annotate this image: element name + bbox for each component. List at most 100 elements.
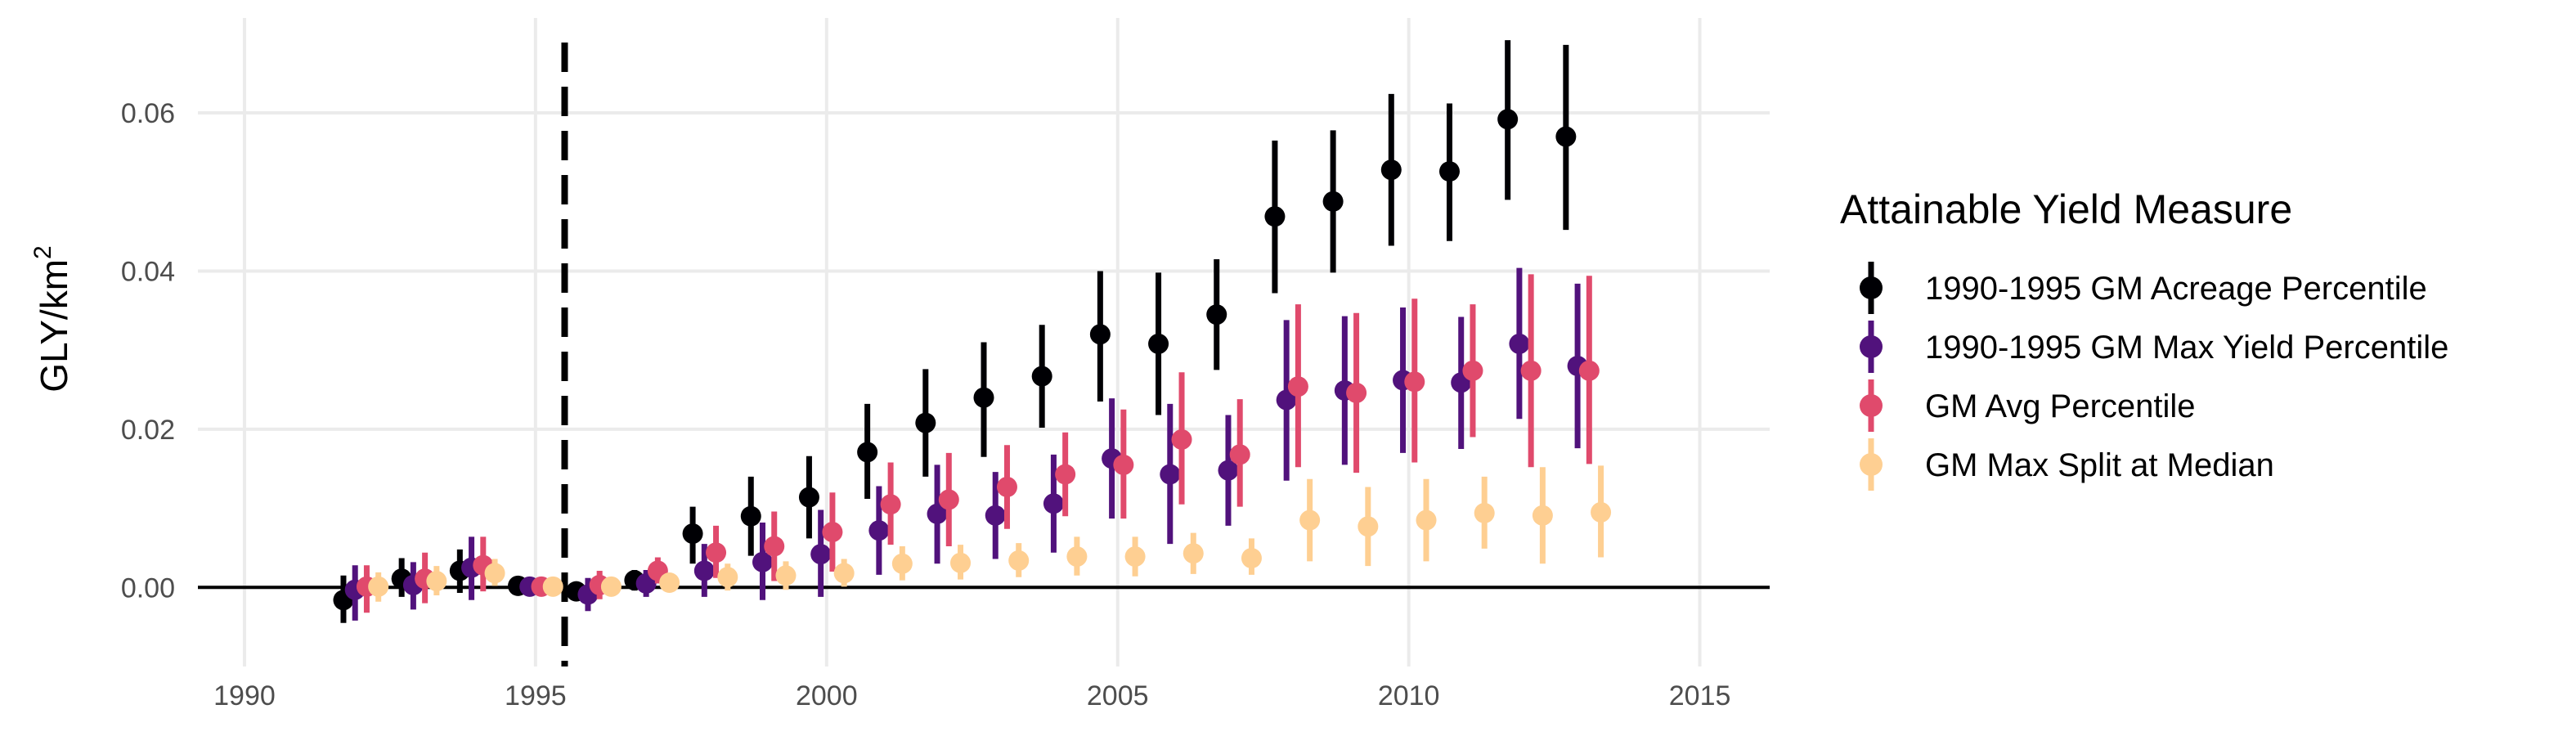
point-1998 bbox=[693, 560, 715, 581]
legend-key-dot bbox=[1860, 276, 1883, 299]
point-2013 bbox=[1591, 501, 1612, 523]
point-2008 bbox=[1299, 509, 1321, 531]
point-2012 bbox=[1532, 505, 1553, 526]
x-tick-label-1990: 1990 bbox=[213, 680, 276, 711]
point-1999 bbox=[752, 551, 773, 572]
legend-title: Attainable Yield Measure bbox=[1840, 186, 2292, 232]
point-2005 bbox=[1089, 324, 1111, 345]
point-2007 bbox=[1241, 548, 1262, 569]
point-2012 bbox=[1520, 360, 1542, 381]
point-2012 bbox=[1509, 333, 1530, 354]
point-2004 bbox=[1055, 464, 1076, 485]
series-4 bbox=[368, 465, 1612, 602]
point-1995 bbox=[542, 576, 563, 597]
point-1998 bbox=[706, 542, 727, 563]
point-2000 bbox=[822, 522, 843, 543]
point-2001 bbox=[891, 553, 913, 574]
point-2004 bbox=[1031, 366, 1052, 387]
x-axis-tick-labels: 1990 1995 2000 2005 2010 2015 bbox=[213, 680, 1730, 711]
x-tick-label-2010: 2010 bbox=[1378, 680, 1440, 711]
point-2007 bbox=[1229, 444, 1250, 465]
y-axis-title-superscript: 2 bbox=[29, 245, 56, 259]
x-tick-label-2005: 2005 bbox=[1087, 680, 1149, 711]
point-2009 bbox=[1322, 191, 1344, 212]
legend-label: 1990-1995 GM Max Yield Percentile bbox=[1925, 330, 2448, 366]
y-tick-label-0.04: 0.04 bbox=[121, 256, 175, 287]
y-axis-tick-labels: 0.00 0.02 0.04 0.06 bbox=[121, 98, 175, 604]
legend-item-4: GM Max Split at Median bbox=[1860, 438, 2274, 491]
point-2004 bbox=[1066, 546, 1088, 568]
point-2000 bbox=[798, 487, 819, 508]
point-2010 bbox=[1404, 371, 1425, 393]
point-2010 bbox=[1380, 159, 1402, 181]
point-2001 bbox=[857, 442, 878, 463]
point-2006 bbox=[1148, 333, 1169, 354]
point-2003 bbox=[996, 476, 1017, 497]
point-2000 bbox=[810, 544, 832, 565]
x-tick-label-2015: 2015 bbox=[1669, 680, 1731, 711]
y-axis-title: GLY/km2 bbox=[29, 245, 75, 392]
y-tick-label-0.02: 0.02 bbox=[121, 415, 175, 446]
point-2002 bbox=[938, 489, 959, 510]
legend-item-1: 1990-1995 GM Acreage Percentile bbox=[1860, 262, 2427, 314]
point-2005 bbox=[1124, 546, 1146, 568]
point-1999 bbox=[740, 505, 761, 527]
legend-items: 1990-1995 GM Acreage Percentile 1990-1995… bbox=[1860, 262, 2448, 491]
point-1999 bbox=[764, 536, 785, 557]
point-2009 bbox=[1358, 516, 1379, 537]
point-2011 bbox=[1474, 502, 1495, 523]
point-2013 bbox=[1555, 126, 1577, 147]
y-tick-label-0.06: 0.06 bbox=[121, 98, 175, 129]
point-2009 bbox=[1346, 382, 1367, 403]
series-3 bbox=[356, 274, 1600, 613]
x-tick-label-1995: 1995 bbox=[505, 680, 567, 711]
point-2003 bbox=[985, 505, 1006, 526]
legend-key-dot bbox=[1860, 335, 1883, 358]
point-2013 bbox=[1578, 360, 1600, 381]
legend-label: GM Avg Percentile bbox=[1925, 388, 2196, 424]
point-1998 bbox=[682, 523, 703, 545]
point-2003 bbox=[973, 387, 994, 408]
point-2011 bbox=[1438, 161, 1460, 182]
point-2001 bbox=[868, 520, 890, 541]
point-2012 bbox=[1497, 109, 1519, 130]
point-2006 bbox=[1183, 543, 1204, 564]
point-2003 bbox=[1008, 550, 1030, 571]
series-2 bbox=[344, 267, 1588, 621]
point-1998 bbox=[717, 567, 738, 588]
legend-key-dot bbox=[1860, 453, 1883, 476]
point-2008 bbox=[1276, 389, 1297, 411]
point-2006 bbox=[1171, 429, 1192, 450]
data-marks bbox=[333, 40, 1612, 623]
point-2002 bbox=[927, 503, 948, 524]
point-1992 bbox=[368, 576, 389, 597]
point-1999 bbox=[775, 565, 797, 586]
point-2007 bbox=[1218, 460, 1239, 481]
point-2002 bbox=[950, 552, 972, 573]
point-2010 bbox=[1416, 509, 1437, 531]
point-2008 bbox=[1287, 376, 1308, 397]
point-2007 bbox=[1206, 304, 1227, 325]
point-1993 bbox=[426, 571, 447, 592]
legend-item-3: GM Avg Percentile bbox=[1860, 379, 2196, 432]
point-2006 bbox=[1160, 464, 1181, 485]
point-2002 bbox=[915, 412, 936, 433]
legend-item-2: 1990-1995 GM Max Yield Percentile bbox=[1860, 321, 2448, 373]
legend-label: GM Max Split at Median bbox=[1925, 447, 2274, 483]
point-2011 bbox=[1462, 360, 1483, 381]
x-tick-label-2000: 2000 bbox=[796, 680, 858, 711]
legend-label: 1990-1995 GM Acreage Percentile bbox=[1925, 271, 2427, 307]
point-1994 bbox=[484, 563, 505, 584]
y-tick-label-0.00: 0.00 bbox=[121, 572, 175, 604]
point-2005 bbox=[1113, 454, 1134, 475]
legend: Attainable Yield Measure 1990-1995 GM Ac… bbox=[1840, 186, 2448, 491]
y-axis-title-text: GLY/km bbox=[33, 259, 75, 393]
point-2008 bbox=[1264, 206, 1286, 227]
series-1 bbox=[333, 40, 1577, 623]
legend-key-dot bbox=[1860, 394, 1883, 417]
point-1997 bbox=[659, 572, 680, 593]
point-2004 bbox=[1043, 493, 1064, 514]
point-2001 bbox=[880, 494, 901, 515]
point-2000 bbox=[833, 563, 855, 584]
